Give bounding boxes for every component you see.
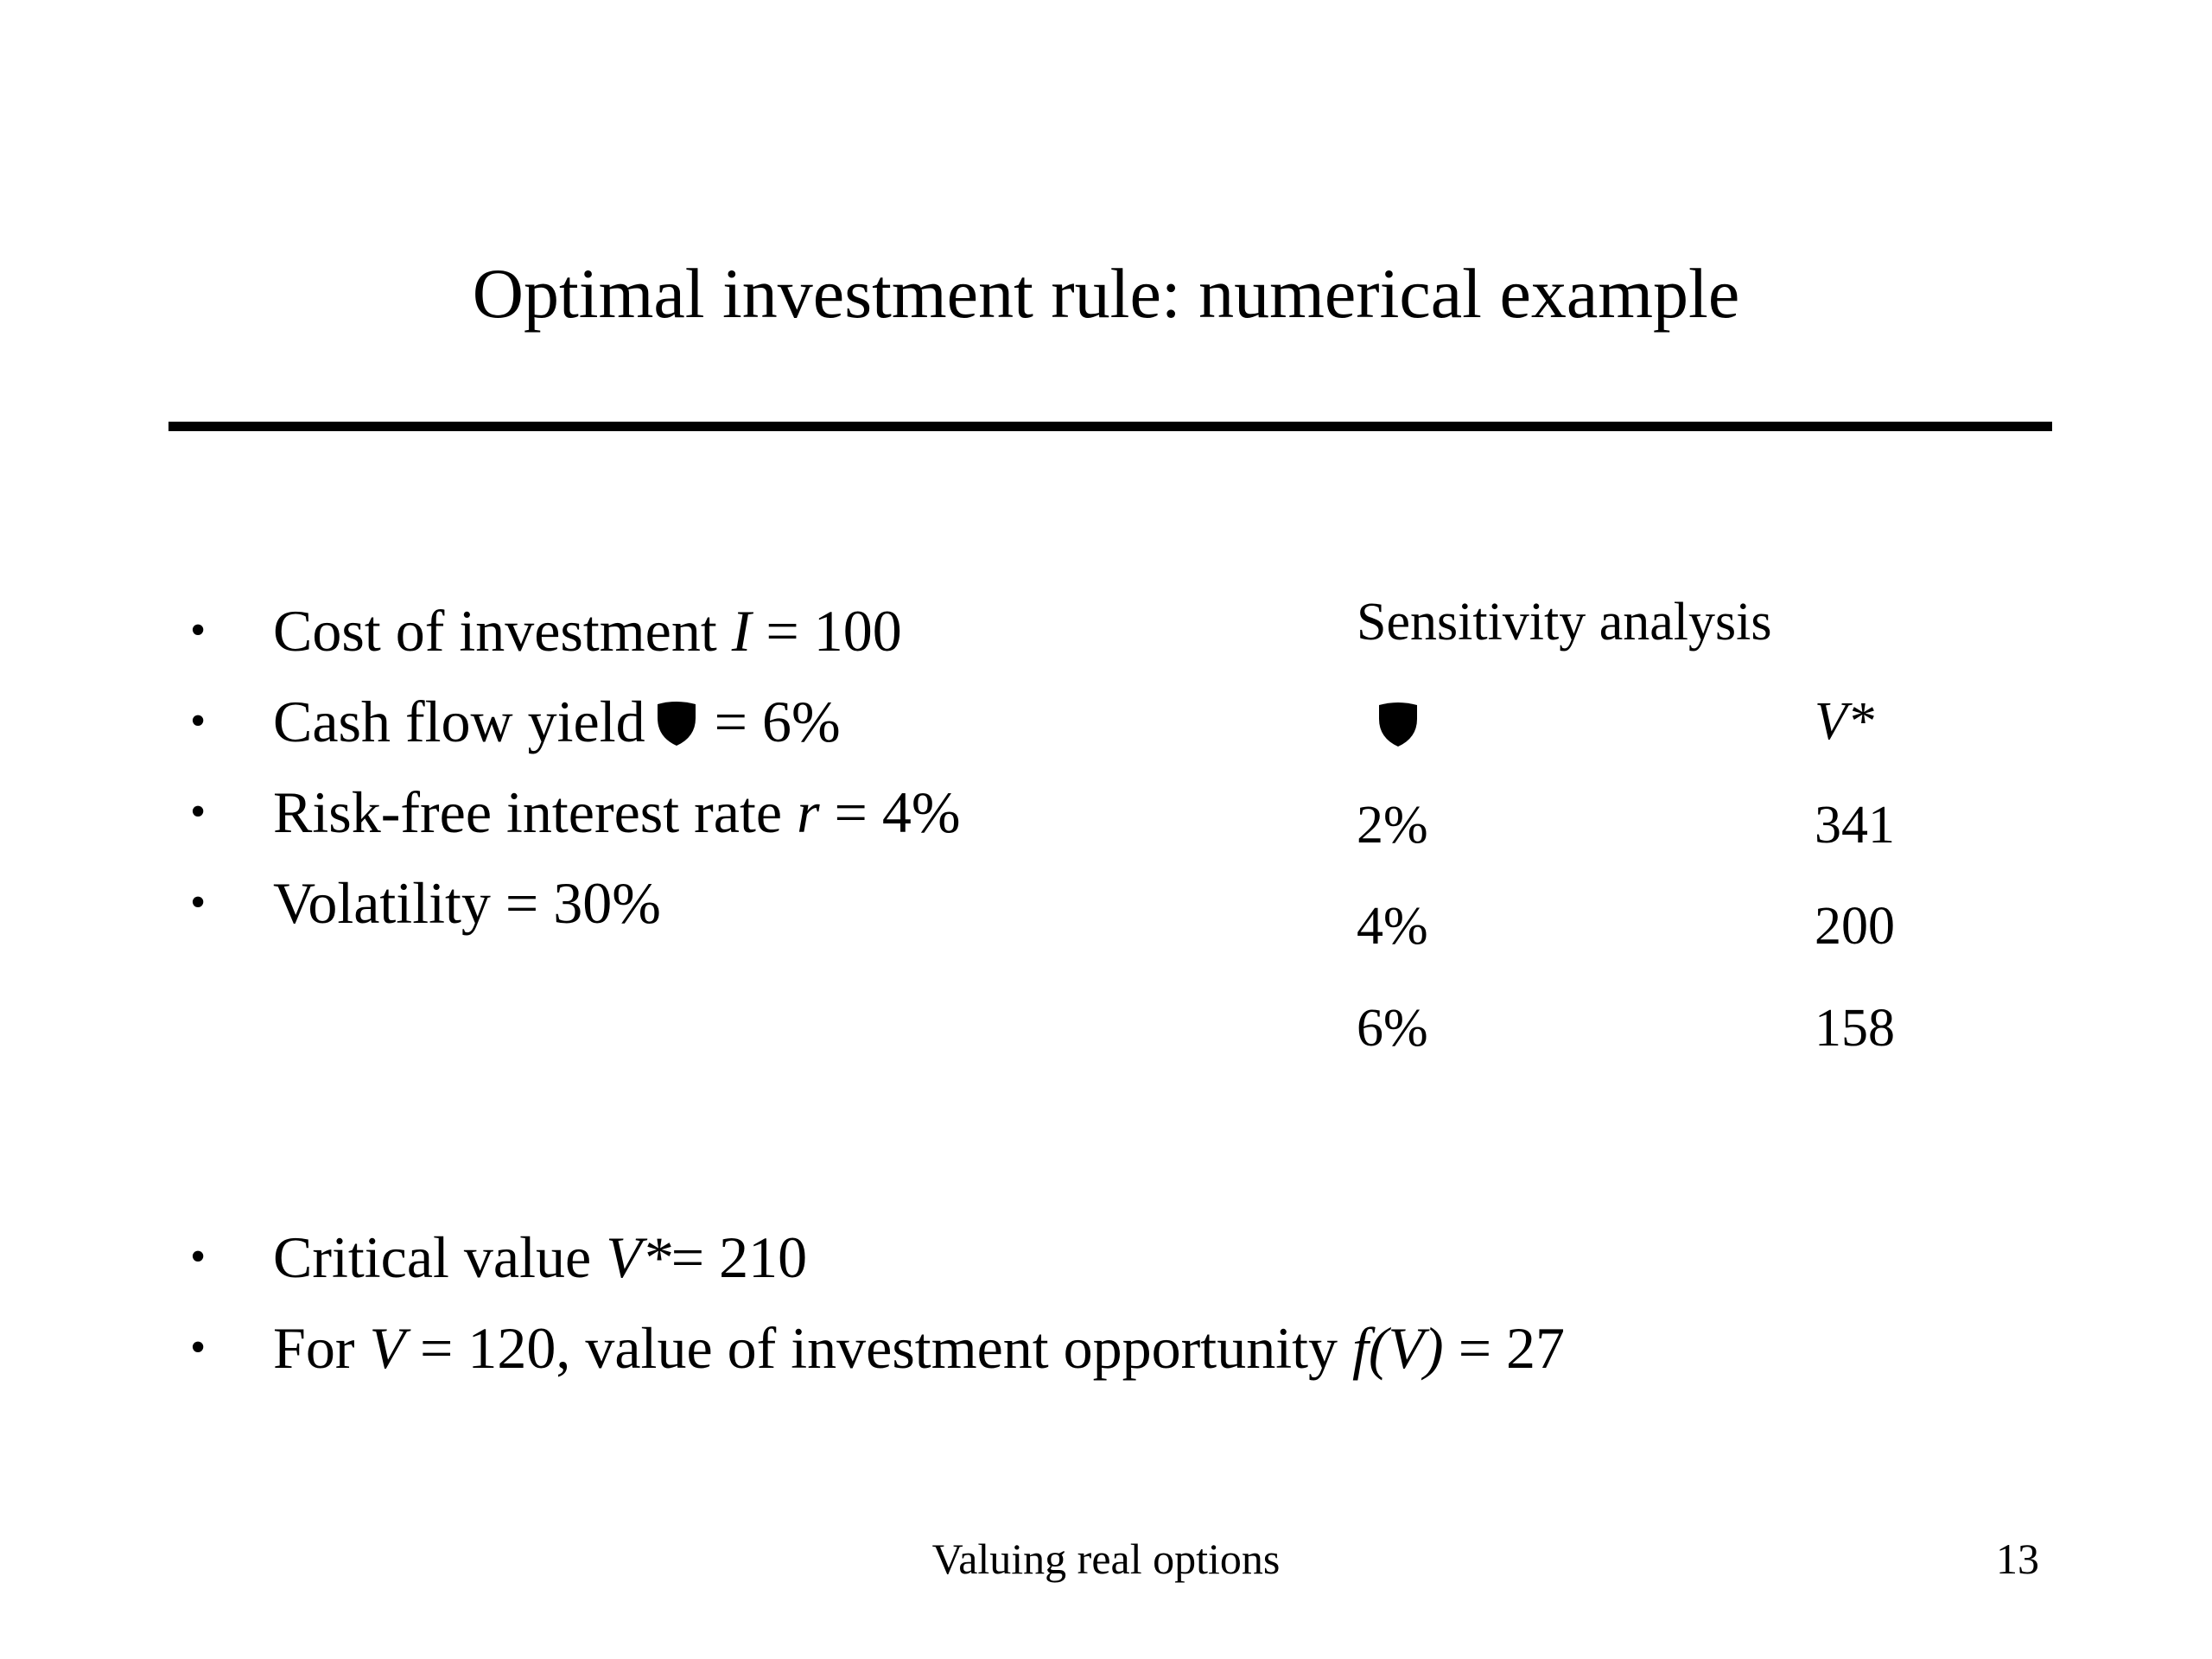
footer-title: Valuing real options — [931, 1535, 1281, 1583]
sensitivity-yield-cell: 4% — [1357, 897, 1428, 956]
bullet-marker: • — [190, 606, 207, 655]
bullet-marker: • — [190, 1232, 207, 1281]
shield-icon — [657, 702, 696, 747]
bullet-marker: • — [190, 696, 207, 746]
sensitivity-title: Sensitivity analysis — [1357, 593, 1772, 652]
bullet-marker: • — [190, 1323, 207, 1372]
sensitivity-header-v: V* — [1815, 692, 1874, 751]
slide-title: Optimal investment rule: numerical examp… — [472, 254, 1740, 333]
sensitivity-v-cell: 341 — [1815, 796, 1895, 855]
shield-icon — [1379, 702, 1417, 747]
sensitivity-yield-cell: 6% — [1357, 999, 1428, 1058]
bullet-marker: • — [190, 787, 207, 836]
sensitivity-v-cell: 200 — [1815, 897, 1895, 956]
title-divider — [168, 422, 2052, 431]
bullet-marker: • — [190, 878, 207, 927]
sensitivity-v-cell: 158 — [1815, 999, 1895, 1058]
sensitivity-yield-cell: 2% — [1357, 796, 1428, 855]
page-number: 13 — [1996, 1535, 2039, 1583]
